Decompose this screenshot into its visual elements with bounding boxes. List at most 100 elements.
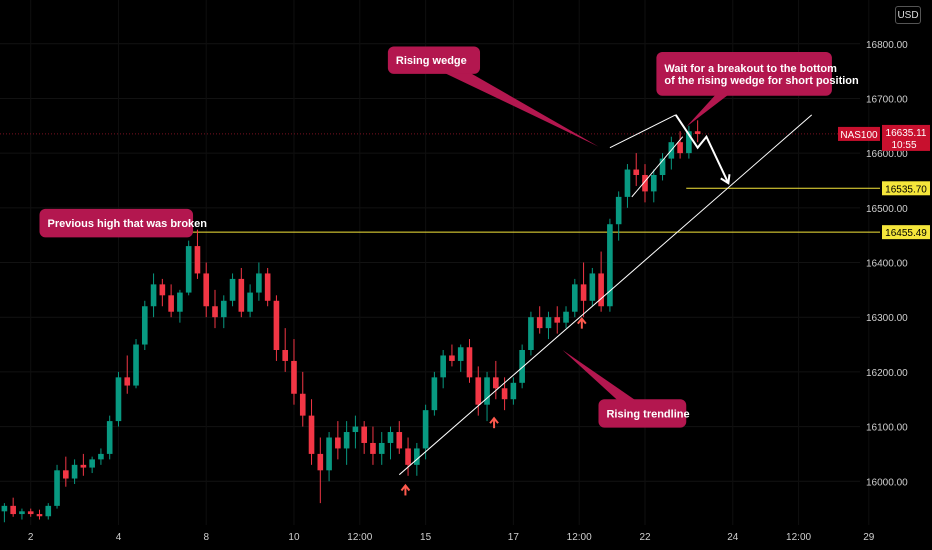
candle-body: [308, 415, 315, 454]
candle-body: [264, 273, 271, 301]
candle: [247, 284, 253, 318]
candle-body: [220, 300, 227, 318]
candle: [335, 421, 341, 460]
candle: [124, 355, 131, 394]
candle-body: [80, 464, 87, 468]
candle: [317, 437, 324, 504]
candle-body: [642, 175, 648, 192]
candle: [326, 432, 332, 482]
candle: [352, 415, 359, 449]
candle: [396, 421, 403, 454]
callout-text: Rising wedge: [396, 55, 467, 67]
price-tag-label: 16535.70: [885, 184, 927, 195]
candle: [475, 366, 482, 416]
candle-body: [247, 292, 253, 312]
candle-body: [361, 426, 367, 443]
x-tick-label: 22: [639, 532, 651, 543]
candle: [63, 456, 69, 487]
candle: [642, 164, 648, 203]
candle-body: [431, 377, 438, 411]
candle-body: [19, 511, 25, 515]
candle: [343, 421, 350, 465]
countdown-timer: 10:55: [891, 140, 916, 151]
candle-body: [536, 317, 543, 329]
callout: Previous high that was broken: [39, 208, 207, 238]
candle-body: [607, 224, 613, 307]
callout-text: Rising trendline: [606, 408, 689, 420]
candle: [370, 426, 376, 465]
callout-box: [598, 399, 687, 428]
candle-body: [36, 514, 43, 517]
arrow-head: [489, 416, 499, 424]
candle-body: [466, 347, 473, 378]
candle: [106, 415, 113, 460]
candle-body: [54, 470, 60, 506]
candle: [19, 508, 25, 520]
price-tag-label: 16455.49: [885, 228, 927, 239]
candle-body: [335, 437, 341, 449]
currency-button[interactable]: USD: [895, 6, 921, 24]
x-tick-label: 12:00: [786, 532, 811, 543]
candle: [299, 371, 306, 427]
candle: [10, 497, 16, 517]
candle: [624, 164, 631, 208]
candle-body: [238, 278, 245, 312]
candle: [212, 289, 218, 329]
candle-body: [194, 246, 201, 274]
y-tick-label: 16500.00: [866, 204, 908, 215]
wedge-lower-line: [631, 136, 684, 198]
y-tick-label: 16200.00: [866, 368, 908, 379]
candle: [554, 306, 561, 334]
x-tick-label: 24: [727, 532, 739, 543]
callout-box: [656, 51, 832, 96]
candle: [89, 456, 95, 474]
candle-body: [299, 393, 306, 416]
candle-body: [484, 377, 490, 405]
candle-body: [370, 442, 376, 454]
price-tag-box: [882, 181, 930, 196]
candle: [220, 295, 227, 329]
projection-arrowhead: [720, 174, 731, 185]
candle-body: [449, 355, 455, 361]
candle: [256, 262, 262, 301]
candle-body: [168, 295, 174, 312]
candle-body: [580, 284, 587, 301]
candle: [449, 344, 455, 367]
candle: [633, 153, 640, 186]
candle-body: [27, 511, 34, 515]
candle: [361, 421, 367, 454]
candle: [431, 371, 438, 416]
candle-body: [133, 344, 139, 386]
candle-body: [475, 377, 482, 405]
y-tick-label: 16400.00: [866, 259, 908, 270]
candle: [493, 360, 499, 400]
candle-body: [519, 350, 525, 383]
candle: [510, 377, 517, 405]
candle-body: [124, 377, 131, 386]
symbol-box: [838, 126, 880, 141]
candle-body: [273, 300, 280, 350]
candle: [229, 273, 236, 307]
candle-body: [98, 453, 104, 460]
candle-body: [106, 421, 113, 454]
candle-body: [457, 347, 464, 361]
candle: [598, 251, 604, 312]
candle: [686, 125, 692, 159]
candle: [580, 262, 587, 318]
callout-box: [387, 46, 481, 74]
candle-body: [63, 470, 69, 479]
current-price: 16635.11: [886, 128, 927, 139]
candle-body: [352, 426, 359, 433]
candle: [694, 120, 701, 143]
candle: [650, 169, 657, 203]
candle: [528, 311, 534, 356]
candle-body: [71, 464, 78, 479]
candle-body: [1, 505, 8, 512]
candle: [519, 344, 525, 389]
callout: Rising trendline: [562, 350, 690, 428]
x-tick-label: 4: [116, 532, 122, 543]
callout-pointer: [430, 53, 599, 147]
